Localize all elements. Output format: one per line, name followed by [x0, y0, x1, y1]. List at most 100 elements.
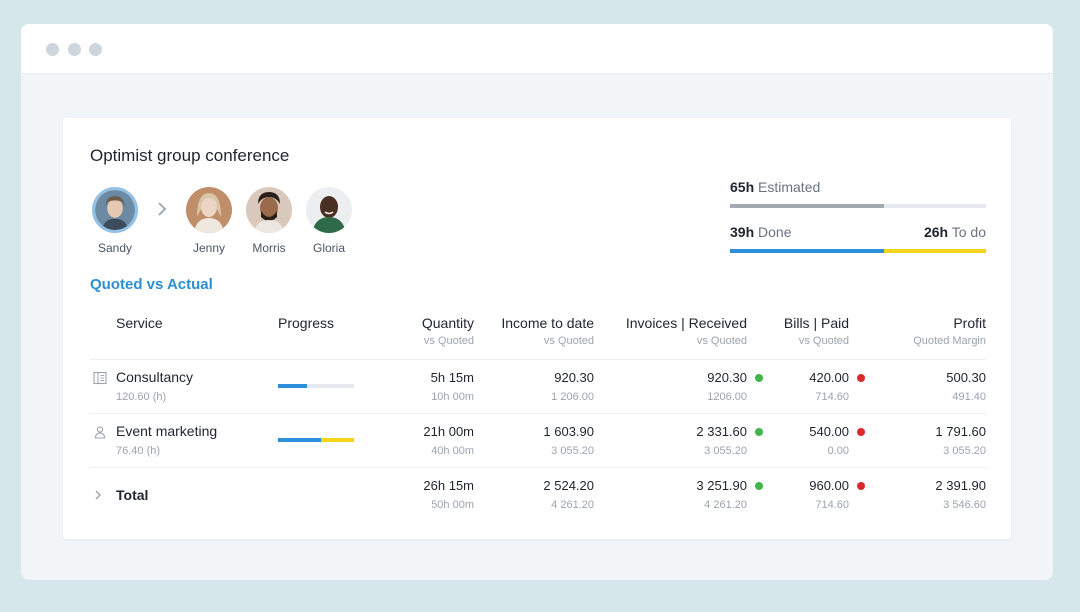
paid-status-dot [857, 482, 865, 490]
bills-quoted: 0.00 [827, 445, 849, 457]
header-quantity: Quantity vs Quoted [374, 315, 474, 347]
service-name: Consultancy [116, 369, 194, 385]
received-status-dot [755, 374, 763, 382]
quantity-quoted: 40h 00m [431, 445, 474, 457]
profit-cell: 500.30 491.40 [876, 370, 986, 403]
header-label: Profit [953, 315, 986, 331]
window-control-minimize[interactable] [68, 43, 81, 56]
person-name: Jenny [192, 241, 226, 255]
profit-value: 1 791.60 [935, 424, 986, 439]
income-cell: 2 524.20 4 261.20 [474, 478, 594, 511]
todo-summary: 26h To do [924, 224, 986, 240]
header-sublabel: vs Quoted [543, 335, 594, 347]
table-row[interactable]: Event marketing 76.40 (h) 21h 00m 40h 00… [90, 413, 986, 467]
estimated-summary: 65h Estimated [730, 179, 986, 195]
header-label: Invoices | Received [625, 315, 747, 331]
invoices-cell: 3 251.90 4 261.20 [597, 478, 747, 511]
invoices-value: 920.30 [707, 370, 747, 385]
person-sandy[interactable]: Sandy [85, 187, 145, 255]
bills-cell: 960.00 714.60 [759, 478, 849, 511]
bills-cell: 540.00 0.00 [759, 424, 849, 457]
avatar [306, 187, 352, 233]
person-name: Sandy [97, 241, 133, 255]
invoices-value: 2 331.60 [696, 424, 747, 439]
header-income: Income to date vs Quoted [474, 315, 594, 347]
invoices-cell: 920.30 1206.00 [597, 370, 747, 403]
income-value: 920.30 [554, 370, 594, 385]
quantity-quoted: 10h 00m [431, 391, 474, 403]
profit-value: 2 391.90 [935, 478, 986, 493]
profit-cell: 2 391.90 3 546.60 [876, 478, 986, 511]
todo-label: To do [951, 224, 986, 240]
income-quoted: 1 206.00 [551, 391, 594, 403]
quoted-vs-actual-link[interactable]: Quoted vs Actual [90, 276, 213, 293]
done-bar-fill [730, 249, 884, 253]
quantity-cell: 26h 15m 50h 00m [374, 478, 474, 511]
project-card: Optimist group conference Sandy Jenny [63, 118, 1011, 539]
header-bills: Bills | Paid vs Quoted [759, 315, 849, 347]
header-sublabel: Quoted Margin [913, 335, 986, 347]
quantity-value: 21h 00m [423, 424, 474, 439]
header-sublabel: vs Quoted [798, 335, 849, 347]
paid-status-dot [857, 428, 865, 436]
service-hours: 76.40 (h) [116, 445, 161, 457]
estimated-bar-fill [730, 204, 884, 208]
paid-status-dot [857, 374, 865, 382]
chevron-right-icon[interactable] [93, 488, 103, 502]
progress-done [278, 384, 307, 388]
invoices-cell: 2 331.60 3 055.20 [597, 424, 747, 457]
person-gloria[interactable]: Gloria [299, 187, 359, 255]
estimated-label: Estimated [758, 179, 821, 195]
building-icon [93, 371, 107, 385]
person-name: Morris [252, 241, 286, 255]
window-control-close[interactable] [46, 43, 59, 56]
done-label: Done [758, 224, 792, 240]
bills-value: 420.00 [809, 370, 849, 385]
quantity-cell: 21h 00m 40h 00m [374, 424, 474, 457]
invoices-quoted: 3 055.20 [704, 445, 747, 457]
income-value: 1 603.90 [543, 424, 594, 439]
estimated-bar [730, 204, 986, 208]
estimated-value: 65h [730, 179, 755, 195]
service-hours: 120.60 (h) [116, 391, 167, 403]
header-invoices: Invoices | Received vs Quoted [597, 315, 747, 347]
header-label: Income to date [501, 315, 594, 331]
header-sublabel: vs Quoted [423, 335, 474, 347]
invoices-quoted: 1206.00 [707, 391, 747, 403]
service-name: Event marketing [116, 423, 218, 439]
title-bar [21, 24, 1053, 74]
profit-margin: 3 546.60 [943, 499, 986, 511]
progress-done [278, 438, 322, 442]
done-value: 39h [730, 224, 755, 240]
app-window: Optimist group conference Sandy Jenny [21, 24, 1053, 580]
income-quoted: 3 055.20 [551, 445, 594, 457]
window-control-maximize[interactable] [89, 43, 102, 56]
total-row[interactable]: Total 26h 15m 50h 00m 2 524.20 4 261.20 … [90, 467, 986, 521]
chevron-right-icon [158, 202, 167, 216]
person-morris[interactable]: Morris [239, 187, 299, 255]
invoices-quoted: 4 261.20 [704, 499, 747, 511]
profit-cell: 1 791.60 3 055.20 [876, 424, 986, 457]
person-jenny[interactable]: Jenny [179, 187, 239, 255]
profit-margin: 491.40 [952, 391, 986, 403]
bills-value: 960.00 [809, 478, 849, 493]
table-row[interactable]: Consultancy 120.60 (h) 5h 15m 10h 00m 92… [90, 359, 986, 413]
invoices-value: 3 251.90 [696, 478, 747, 493]
income-cell: 920.30 1 206.00 [474, 370, 594, 403]
profit-margin: 3 055.20 [943, 445, 986, 457]
quantity-value: 26h 15m [423, 478, 474, 493]
header-label: Bills | Paid [783, 315, 849, 331]
quantity-value: 5h 15m [430, 370, 474, 385]
avatar [246, 187, 292, 233]
bills-quoted: 714.60 [815, 391, 849, 403]
progress-bar [278, 384, 354, 388]
quantity-quoted: 50h 00m [431, 499, 474, 511]
bills-cell: 420.00 714.60 [759, 370, 849, 403]
header-label: Quantity [421, 315, 474, 331]
done-summary: 39h Done 26h To do [730, 224, 986, 240]
avatar [92, 187, 138, 233]
bills-value: 540.00 [809, 424, 849, 439]
done-todo-bar [730, 249, 986, 253]
total-label: Total [116, 487, 149, 503]
todo-value: 26h [923, 224, 949, 240]
